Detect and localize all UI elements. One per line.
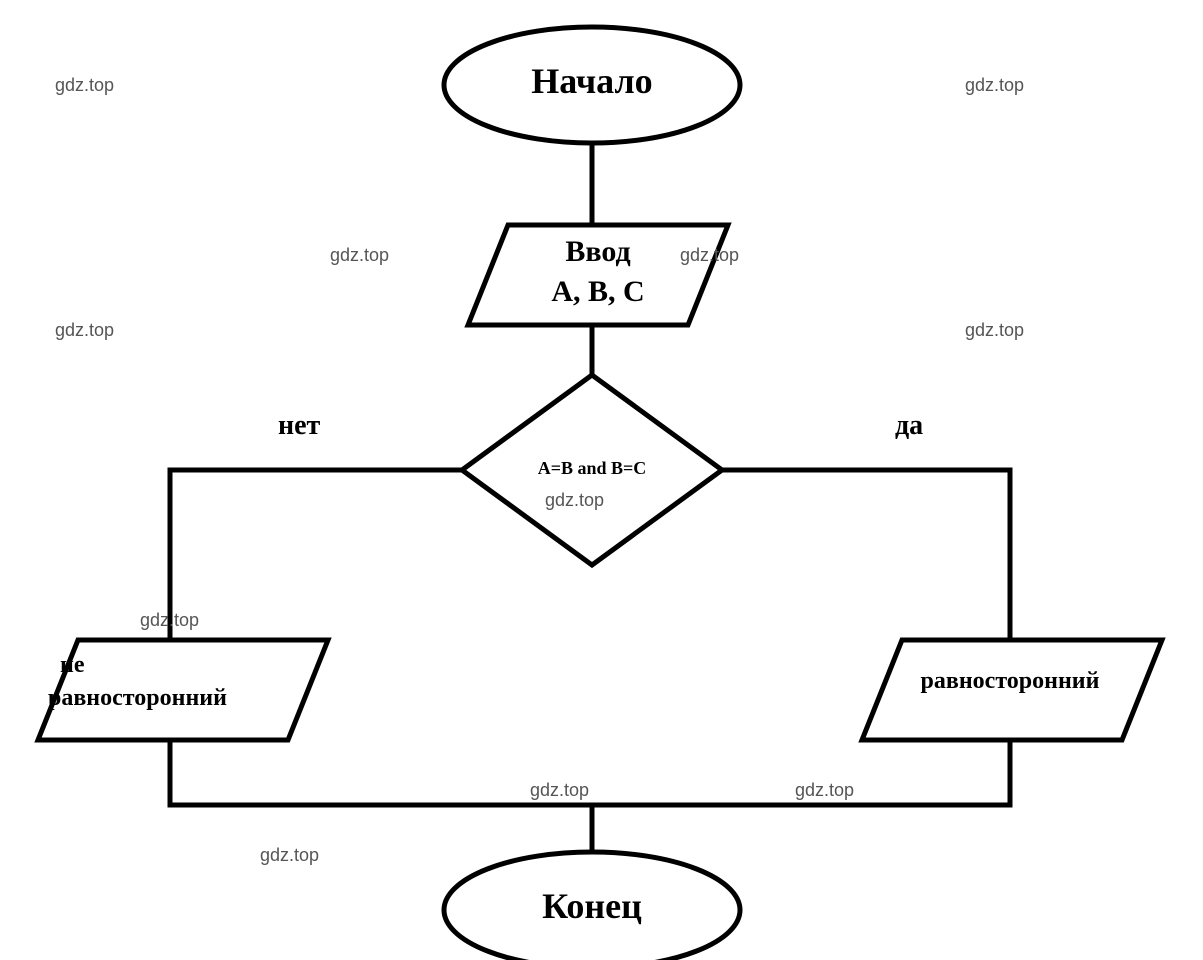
- edge-no-label: нет: [278, 410, 320, 442]
- end-label: Конец: [444, 885, 740, 927]
- decision-label: A=B and B=C: [492, 458, 692, 479]
- edge-decision-no: [170, 470, 462, 640]
- start-label: Начало: [444, 60, 740, 102]
- output-yes-label: равносторонний: [880, 668, 1140, 695]
- output-no-label-line2: равносторонний: [48, 685, 318, 712]
- edge-yes-merge: [592, 740, 1010, 805]
- flowchart-svg: [0, 0, 1203, 960]
- edge-decision-yes: [722, 470, 1010, 640]
- input-label-line1: Ввод: [478, 235, 718, 269]
- edge-yes-label: да: [895, 410, 923, 442]
- output-no-label-line1: не: [60, 652, 310, 679]
- flowchart-canvas: Начало Ввод A, B, C A=B and B=C не равно…: [0, 0, 1203, 960]
- input-label-line2: A, B, C: [478, 275, 718, 309]
- edge-no-merge: [170, 740, 592, 805]
